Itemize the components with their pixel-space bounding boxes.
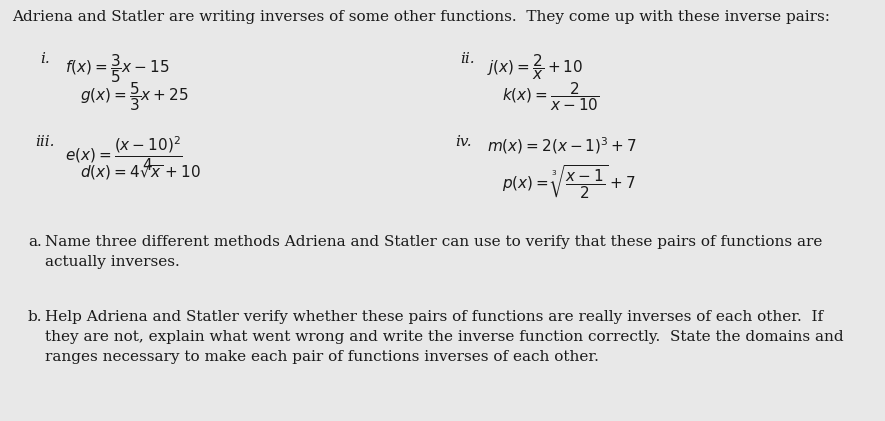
Text: ii.: ii. — [460, 52, 474, 66]
Text: $f(x) = \dfrac{3}{5}x - 15$: $f(x) = \dfrac{3}{5}x - 15$ — [65, 52, 169, 85]
Text: actually inverses.: actually inverses. — [45, 255, 180, 269]
Text: $d(x) = 4\sqrt{x} + 10$: $d(x) = 4\sqrt{x} + 10$ — [80, 163, 201, 182]
Text: $p(x) = \sqrt[3]{\dfrac{x-1}{2}} + 7$: $p(x) = \sqrt[3]{\dfrac{x-1}{2}} + 7$ — [502, 163, 636, 200]
Text: $j(x) = \dfrac{2}{x} + 10$: $j(x) = \dfrac{2}{x} + 10$ — [487, 52, 583, 82]
Text: $m(x) = 2(x-1)^3 + 7$: $m(x) = 2(x-1)^3 + 7$ — [487, 135, 637, 156]
Text: i.: i. — [40, 52, 50, 66]
Text: iii.: iii. — [35, 135, 55, 149]
Text: b.: b. — [28, 310, 42, 324]
Text: Adriena and Statler are writing inverses of some other functions.  They come up : Adriena and Statler are writing inverses… — [12, 10, 830, 24]
Text: $g(x) = \dfrac{5}{3}x + 25$: $g(x) = \dfrac{5}{3}x + 25$ — [80, 80, 189, 113]
Text: $e(x) = \dfrac{(x-10)^2}{4}$: $e(x) = \dfrac{(x-10)^2}{4}$ — [65, 135, 182, 173]
Text: iv.: iv. — [455, 135, 472, 149]
Text: $k(x) = \dfrac{2}{x-10}$: $k(x) = \dfrac{2}{x-10}$ — [502, 80, 600, 113]
Text: a.: a. — [28, 235, 42, 249]
Text: they are not, explain what went wrong and write the inverse function correctly. : they are not, explain what went wrong an… — [45, 330, 843, 344]
Text: ranges necessary to make each pair of functions inverses of each other.: ranges necessary to make each pair of fu… — [45, 350, 599, 364]
Text: Name three different methods Adriena and Statler can use to verify that these pa: Name three different methods Adriena and… — [45, 235, 822, 249]
Text: Help Adriena and Statler verify whether these pairs of functions are really inve: Help Adriena and Statler verify whether … — [45, 310, 823, 324]
